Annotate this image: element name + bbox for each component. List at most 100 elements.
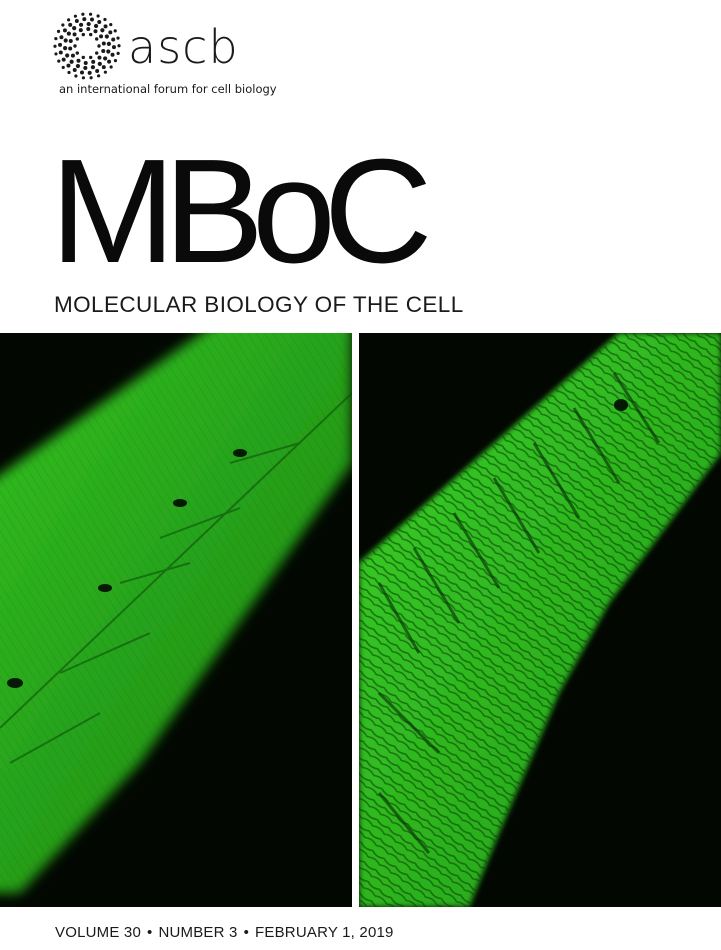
ascb-logo: ascb: [52, 10, 312, 100]
logo-dot: [58, 42, 63, 47]
logo-dot: [95, 69, 100, 74]
logo-dot: [117, 44, 121, 48]
logo-dot: [89, 32, 93, 37]
logo-dot: [66, 31, 71, 36]
logo-dot: [97, 55, 102, 60]
logo-dot: [74, 18, 79, 23]
logo-dot: [83, 65, 88, 71]
logo-dot: [61, 23, 65, 27]
logo-dot: [75, 63, 81, 69]
logo-dot: [81, 32, 85, 37]
logo-dot: [104, 34, 109, 39]
logo-dot: [81, 12, 85, 16]
logo-dot: [54, 52, 58, 56]
logo-dot: [96, 14, 100, 18]
logo-dot: [67, 70, 71, 75]
logo-dot: [73, 14, 78, 18]
logo-dot: [90, 65, 96, 70]
logo-dot: [95, 51, 99, 55]
logo-dot: [63, 38, 68, 43]
logo-dot: [58, 50, 63, 55]
logo-dot: [89, 17, 94, 22]
logo-dot: [80, 70, 85, 75]
logo-dot: [74, 74, 78, 78]
logo-dot: [111, 45, 116, 50]
logo-dot: [96, 74, 101, 78]
logo-dot: [67, 18, 71, 22]
logo-dot: [59, 35, 64, 40]
issue-info: VOLUME 30 • NUMBER 3 • FEBRUARY 1, 2019: [55, 924, 394, 941]
logo-dot: [68, 22, 73, 27]
journal-title: MOLECULAR BIOLOGY OF THE CELL: [54, 292, 464, 317]
logo-dot: [111, 37, 116, 42]
cover-image-left: [0, 333, 352, 907]
logo-dot: [66, 63, 71, 68]
logo-dot: [57, 59, 61, 63]
logo-dot: [89, 55, 93, 60]
logo-dot: [69, 59, 74, 64]
logo-dot: [86, 27, 91, 32]
issue-date: FEBRUARY 1, 2019: [255, 924, 394, 941]
logo-dot: [113, 29, 117, 33]
logo-dot: [81, 55, 85, 60]
journal-abbreviation: MBoC: [50, 129, 433, 294]
logo-dot: [54, 37, 58, 41]
logo-dot: [99, 34, 104, 39]
logo-dot: [72, 68, 77, 73]
logo-dot: [113, 59, 118, 63]
logo-dot: [89, 76, 93, 80]
logo-dot: [70, 53, 75, 58]
logo-dot: [106, 49, 111, 54]
logo-dot: [88, 12, 93, 16]
issue-separator: •: [147, 924, 153, 941]
publisher-tagline: an international forum for cell biology: [59, 82, 277, 96]
logo-dot: [61, 65, 65, 70]
logo-dot: [97, 61, 102, 66]
logo-dot: [68, 46, 73, 51]
issue-number: NUMBER 3: [158, 924, 238, 941]
logo-dot: [72, 32, 77, 37]
logo-dot: [93, 23, 99, 29]
logo-dot: [81, 76, 86, 80]
logo-dot: [78, 28, 83, 33]
logo-dot: [107, 59, 112, 64]
logo-dot: [106, 41, 111, 46]
logo-dot: [65, 53, 70, 58]
logo-dot: [101, 49, 106, 54]
cover-image-right: [359, 333, 721, 907]
logo-dot: [103, 70, 107, 74]
logo-dot: [82, 17, 87, 22]
logo-dot: [68, 38, 73, 43]
logo-dot: [72, 26, 77, 31]
logo-dot: [116, 36, 120, 40]
logo-dot: [73, 44, 77, 48]
logo-dot: [76, 58, 81, 63]
logo-dot: [93, 29, 98, 34]
logo-dot: [101, 65, 106, 70]
logo-dot: [108, 30, 113, 35]
logo-dot: [83, 60, 88, 65]
logo-dot: [95, 37, 99, 41]
logo-dot: [61, 57, 66, 62]
logo-dot: [109, 22, 113, 27]
logo-dot: [103, 17, 107, 22]
logo-dot: [86, 21, 91, 27]
logo-dot: [56, 29, 61, 33]
issue-volume: VOLUME 30: [55, 924, 141, 941]
logo-dot: [101, 41, 106, 46]
logo-dot: [75, 37, 79, 41]
logo-dot: [78, 22, 84, 27]
logo-dot: [103, 24, 108, 29]
dotted-circle-logo-icon: [53, 12, 121, 80]
logo-dot: [97, 44, 101, 48]
logo-dot: [75, 51, 79, 55]
logo-dot: [110, 52, 115, 57]
logo-dot: [91, 59, 96, 64]
logo-dot: [62, 28, 67, 33]
logo-dot: [109, 65, 113, 69]
logo-dot: [87, 70, 92, 75]
logo-dot: [63, 46, 68, 51]
logo-dot: [97, 19, 102, 24]
logo-dot: [103, 56, 108, 61]
logo-dot: [100, 28, 105, 33]
